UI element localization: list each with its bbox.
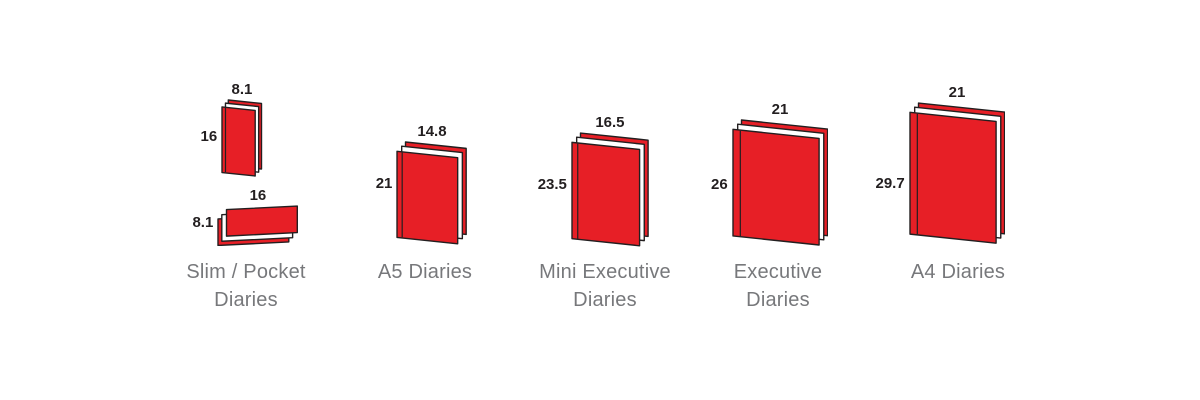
book-pages	[913, 106, 1002, 239]
book-front-cover	[226, 204, 299, 237]
diary-book: 16 8.1	[192, 187, 299, 247]
height-dimension-label: 21	[375, 175, 393, 193]
book-front-cover	[908, 111, 997, 244]
book-pages	[401, 145, 464, 240]
width-dimension-label: 21	[771, 101, 789, 118]
width-dimension-label: 8.1	[231, 81, 253, 98]
diary-group-label-line: A4 Diaries	[910, 261, 1006, 283]
diary-book: 21 29.7	[875, 84, 1006, 244]
width-dimension-label: 21	[948, 83, 966, 101]
diary-book: 16.5 23.5	[538, 114, 649, 247]
diary-book: 14.8 21	[376, 123, 468, 245]
diary-group-label-line: Executive	[733, 261, 823, 283]
diary-book: 21 26	[711, 101, 829, 246]
width-dimension-label: 14.8	[417, 123, 447, 141]
diary-group-label-line: Mini Executive	[539, 261, 671, 283]
width-dimension-label: 16	[249, 186, 267, 204]
diary-group-label: Mini Executive Diaries	[495, 258, 715, 314]
diary-group-label: Executive Diaries	[668, 258, 888, 314]
height-dimension-label: 8.1	[192, 213, 214, 231]
diary-group-label: A4 Diaries	[848, 258, 1068, 286]
book-pages	[224, 102, 260, 173]
book-front-cover	[396, 150, 459, 245]
width-dimension-label: 16.5	[595, 114, 625, 132]
book-back-cover	[217, 214, 290, 246]
height-dimension-label: 26	[711, 175, 728, 193]
height-dimension-label: 23.5	[537, 175, 567, 193]
diary-group-label-line: A5 Diaries	[377, 261, 473, 283]
diary-book-illustration	[221, 99, 263, 177]
book-front-cover	[731, 128, 820, 246]
book-front-cover	[221, 106, 257, 177]
book-back-cover	[740, 119, 828, 237]
diary-group-label-line: Diaries	[746, 289, 810, 311]
diary-book: 8.1 16	[201, 81, 263, 177]
book-front-cover	[571, 141, 641, 247]
diary-book-illustration	[571, 132, 649, 247]
diary-group-label: A5 Diaries	[315, 258, 535, 286]
book-pages	[575, 136, 645, 242]
diary-group-label: Slim / Pocket Diaries	[136, 258, 356, 314]
book-pages	[221, 209, 294, 242]
book-back-cover	[227, 99, 263, 170]
height-dimension-label: 29.7	[875, 175, 905, 193]
diary-book-illustration	[396, 141, 468, 245]
book-pages	[736, 123, 825, 241]
diary-group-label-line: Diaries	[214, 289, 278, 311]
book-back-cover	[405, 141, 468, 236]
book-back-cover	[579, 132, 649, 238]
book-back-cover	[917, 102, 1005, 235]
height-dimension-label: 16	[200, 128, 218, 146]
diary-book-illustration	[731, 119, 828, 246]
diary-group-label-line: Diaries	[573, 289, 637, 311]
diary-group-label-line: Slim / Pocket	[186, 261, 306, 283]
diary-book-illustration	[217, 204, 299, 246]
diary-book-illustration	[908, 102, 1005, 244]
